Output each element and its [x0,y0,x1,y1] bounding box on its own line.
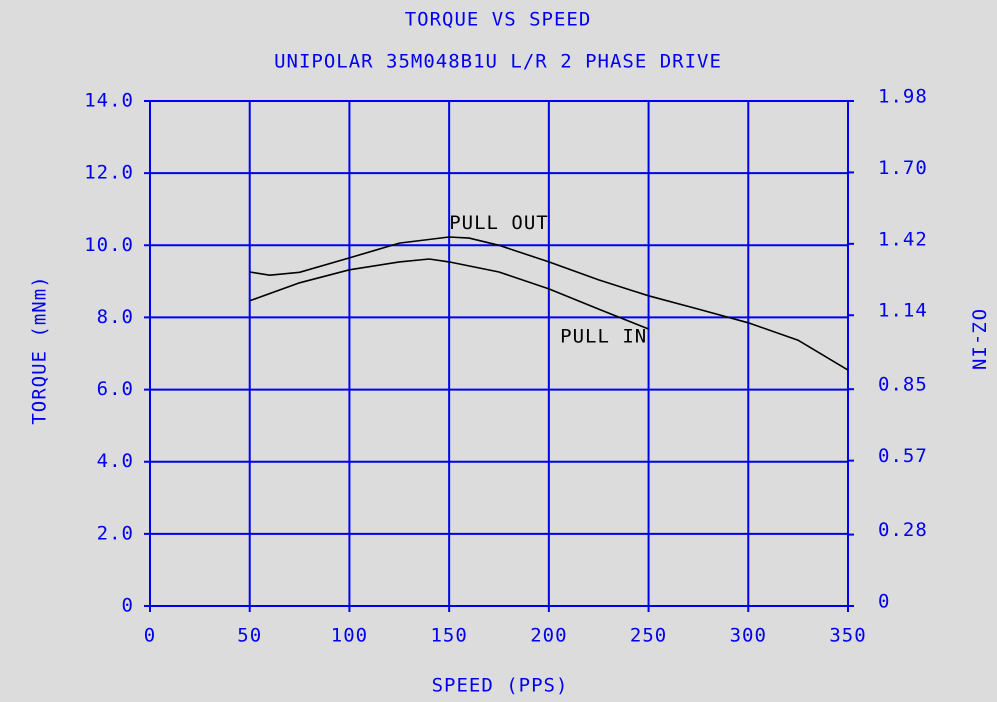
y2-tick-label: 1.14 [878,300,928,322]
y2-tick-label: 1.42 [878,228,928,250]
y-tick-label: 8.0 [97,306,134,328]
x-tick-label: 200 [530,625,567,647]
series-line [249,258,649,330]
x-tick-label: 350 [829,625,866,647]
y2-tick-label: 0.57 [878,445,928,467]
y2-tick-label: 1.98 [878,86,928,108]
series-label: PULL OUT [449,212,549,234]
y-tick-label: 12.0 [84,162,134,184]
x-tick-label: 300 [730,625,767,647]
y2-tick-label: 0 [878,591,890,613]
y2-tick-label: 1.70 [878,157,928,179]
x-tick-label: 250 [630,625,667,647]
y-tick-label: 6.0 [97,378,134,400]
y2-tick-label: 0.85 [878,374,928,396]
y-tick-label: 10.0 [84,234,134,256]
y-tick-label: 2.0 [97,522,134,544]
x-tick-label: 150 [430,625,467,647]
y-tick-label: 0 [122,595,134,617]
chart-subtitle: UNIPOLAR 35M048B1U L/R 2 PHASE DRIVE [274,51,722,73]
y-tick-label: 4.0 [97,450,134,472]
chart-title: TORQUE VS SPEED [405,9,592,31]
y-axis-label: TORQUE (mNm) [29,275,51,424]
y2-axis-label: OZ-IN [968,309,990,371]
series-line [249,236,849,371]
y2-tick-label: 0.28 [878,519,928,541]
x-tick-label: 100 [331,625,368,647]
y-tick-label: 14.0 [84,90,134,112]
series-label: PULL IN [560,326,647,348]
x-tick-label: 50 [237,625,262,647]
x-axis-label: SPEED (PPS) [432,675,569,697]
x-tick-label: 0 [144,625,156,647]
